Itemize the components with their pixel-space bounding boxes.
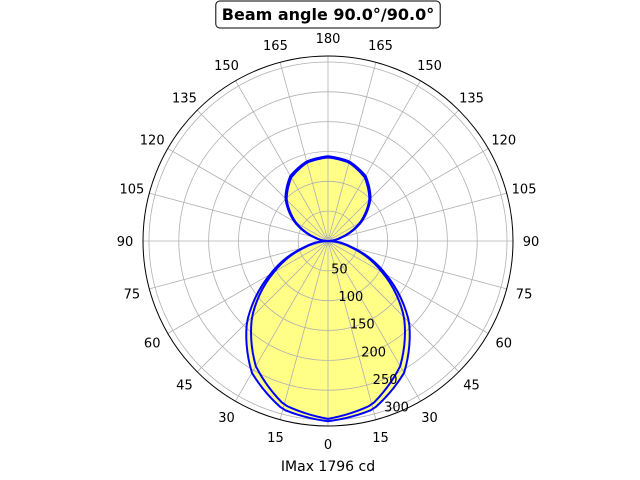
title-box: Beam angle 90.0°/90.0° bbox=[215, 0, 441, 29]
angle-tick-label: 165 bbox=[263, 39, 288, 54]
angular-gridline bbox=[327, 240, 460, 373]
angular-gridline bbox=[327, 240, 489, 334]
angle-tick-label: 90 bbox=[523, 235, 540, 250]
angle-tick-label: 90 bbox=[117, 235, 134, 250]
angle-tick-label: 75 bbox=[124, 288, 141, 303]
angle-tick-label: 0 bbox=[324, 438, 332, 453]
angle-tick-label: 120 bbox=[140, 134, 165, 149]
angle-tick-label: 135 bbox=[459, 91, 484, 106]
angular-gridline bbox=[279, 240, 329, 420]
polar-outline bbox=[142, 55, 514, 427]
angular-gridline bbox=[196, 109, 329, 242]
curve-layer bbox=[245, 155, 411, 423]
angular-gridline bbox=[327, 62, 377, 242]
angle-tick-label: 120 bbox=[491, 134, 516, 149]
radial-tick-label: 50 bbox=[331, 263, 348, 278]
angle-tick-label: 30 bbox=[218, 411, 235, 426]
intensity-curve-2 bbox=[245, 155, 411, 423]
angular-gridline bbox=[279, 62, 329, 242]
angle-tick-label: 180 bbox=[316, 32, 341, 47]
angle-tick-label: 105 bbox=[120, 182, 145, 197]
intensity-curve-1 bbox=[250, 156, 406, 420]
angular-gridline bbox=[196, 240, 329, 373]
angular-gridline bbox=[149, 192, 329, 242]
angle-tick-label: 30 bbox=[421, 411, 438, 426]
angle-tick-label: 15 bbox=[267, 431, 284, 446]
angle-tick-label: 45 bbox=[176, 379, 193, 394]
angle-tick-label: 135 bbox=[172, 91, 197, 106]
angular-gridline bbox=[149, 240, 329, 290]
angular-gridline bbox=[235, 80, 329, 242]
radial-tick-label: 200 bbox=[361, 345, 386, 360]
angular-gridline bbox=[167, 148, 329, 242]
angle-tick-label: 15 bbox=[372, 431, 389, 446]
angular-gridline bbox=[327, 109, 460, 242]
x-axis-label: IMax 1796 cd bbox=[281, 459, 375, 475]
angular-gridline bbox=[327, 192, 507, 242]
angle-tick-label: 45 bbox=[463, 379, 480, 394]
angle-tick-label: 150 bbox=[417, 59, 442, 74]
chart-title: Beam angle 90.0°/90.0° bbox=[222, 5, 434, 24]
angular-gridline bbox=[167, 240, 329, 334]
radial-tick-label: 150 bbox=[350, 318, 375, 333]
angular-gridline bbox=[327, 240, 377, 420]
angle-tick-label: 165 bbox=[368, 39, 393, 54]
angle-tick-label: 150 bbox=[214, 59, 239, 74]
angular-gridline bbox=[327, 148, 489, 242]
radial-tick-label: 250 bbox=[373, 373, 398, 388]
angle-tick-label: 60 bbox=[144, 337, 161, 352]
angular-gridline bbox=[327, 80, 421, 242]
angular-gridline bbox=[327, 240, 421, 402]
angular-gridline bbox=[235, 240, 329, 402]
angular-gridline bbox=[327, 240, 507, 290]
angle-tick-label: 60 bbox=[496, 337, 513, 352]
grid-layer bbox=[142, 55, 514, 427]
angle-tick-label: 105 bbox=[512, 182, 537, 197]
radial-tick-label: 100 bbox=[338, 290, 363, 305]
angle-tick-label: 75 bbox=[516, 288, 533, 303]
tick-label-layer: 0 15 30 45 60 75 90 105 120 135 150 165 180 165 150 135… bbox=[117, 32, 540, 453]
radial-tick-label: 300 bbox=[384, 400, 409, 415]
